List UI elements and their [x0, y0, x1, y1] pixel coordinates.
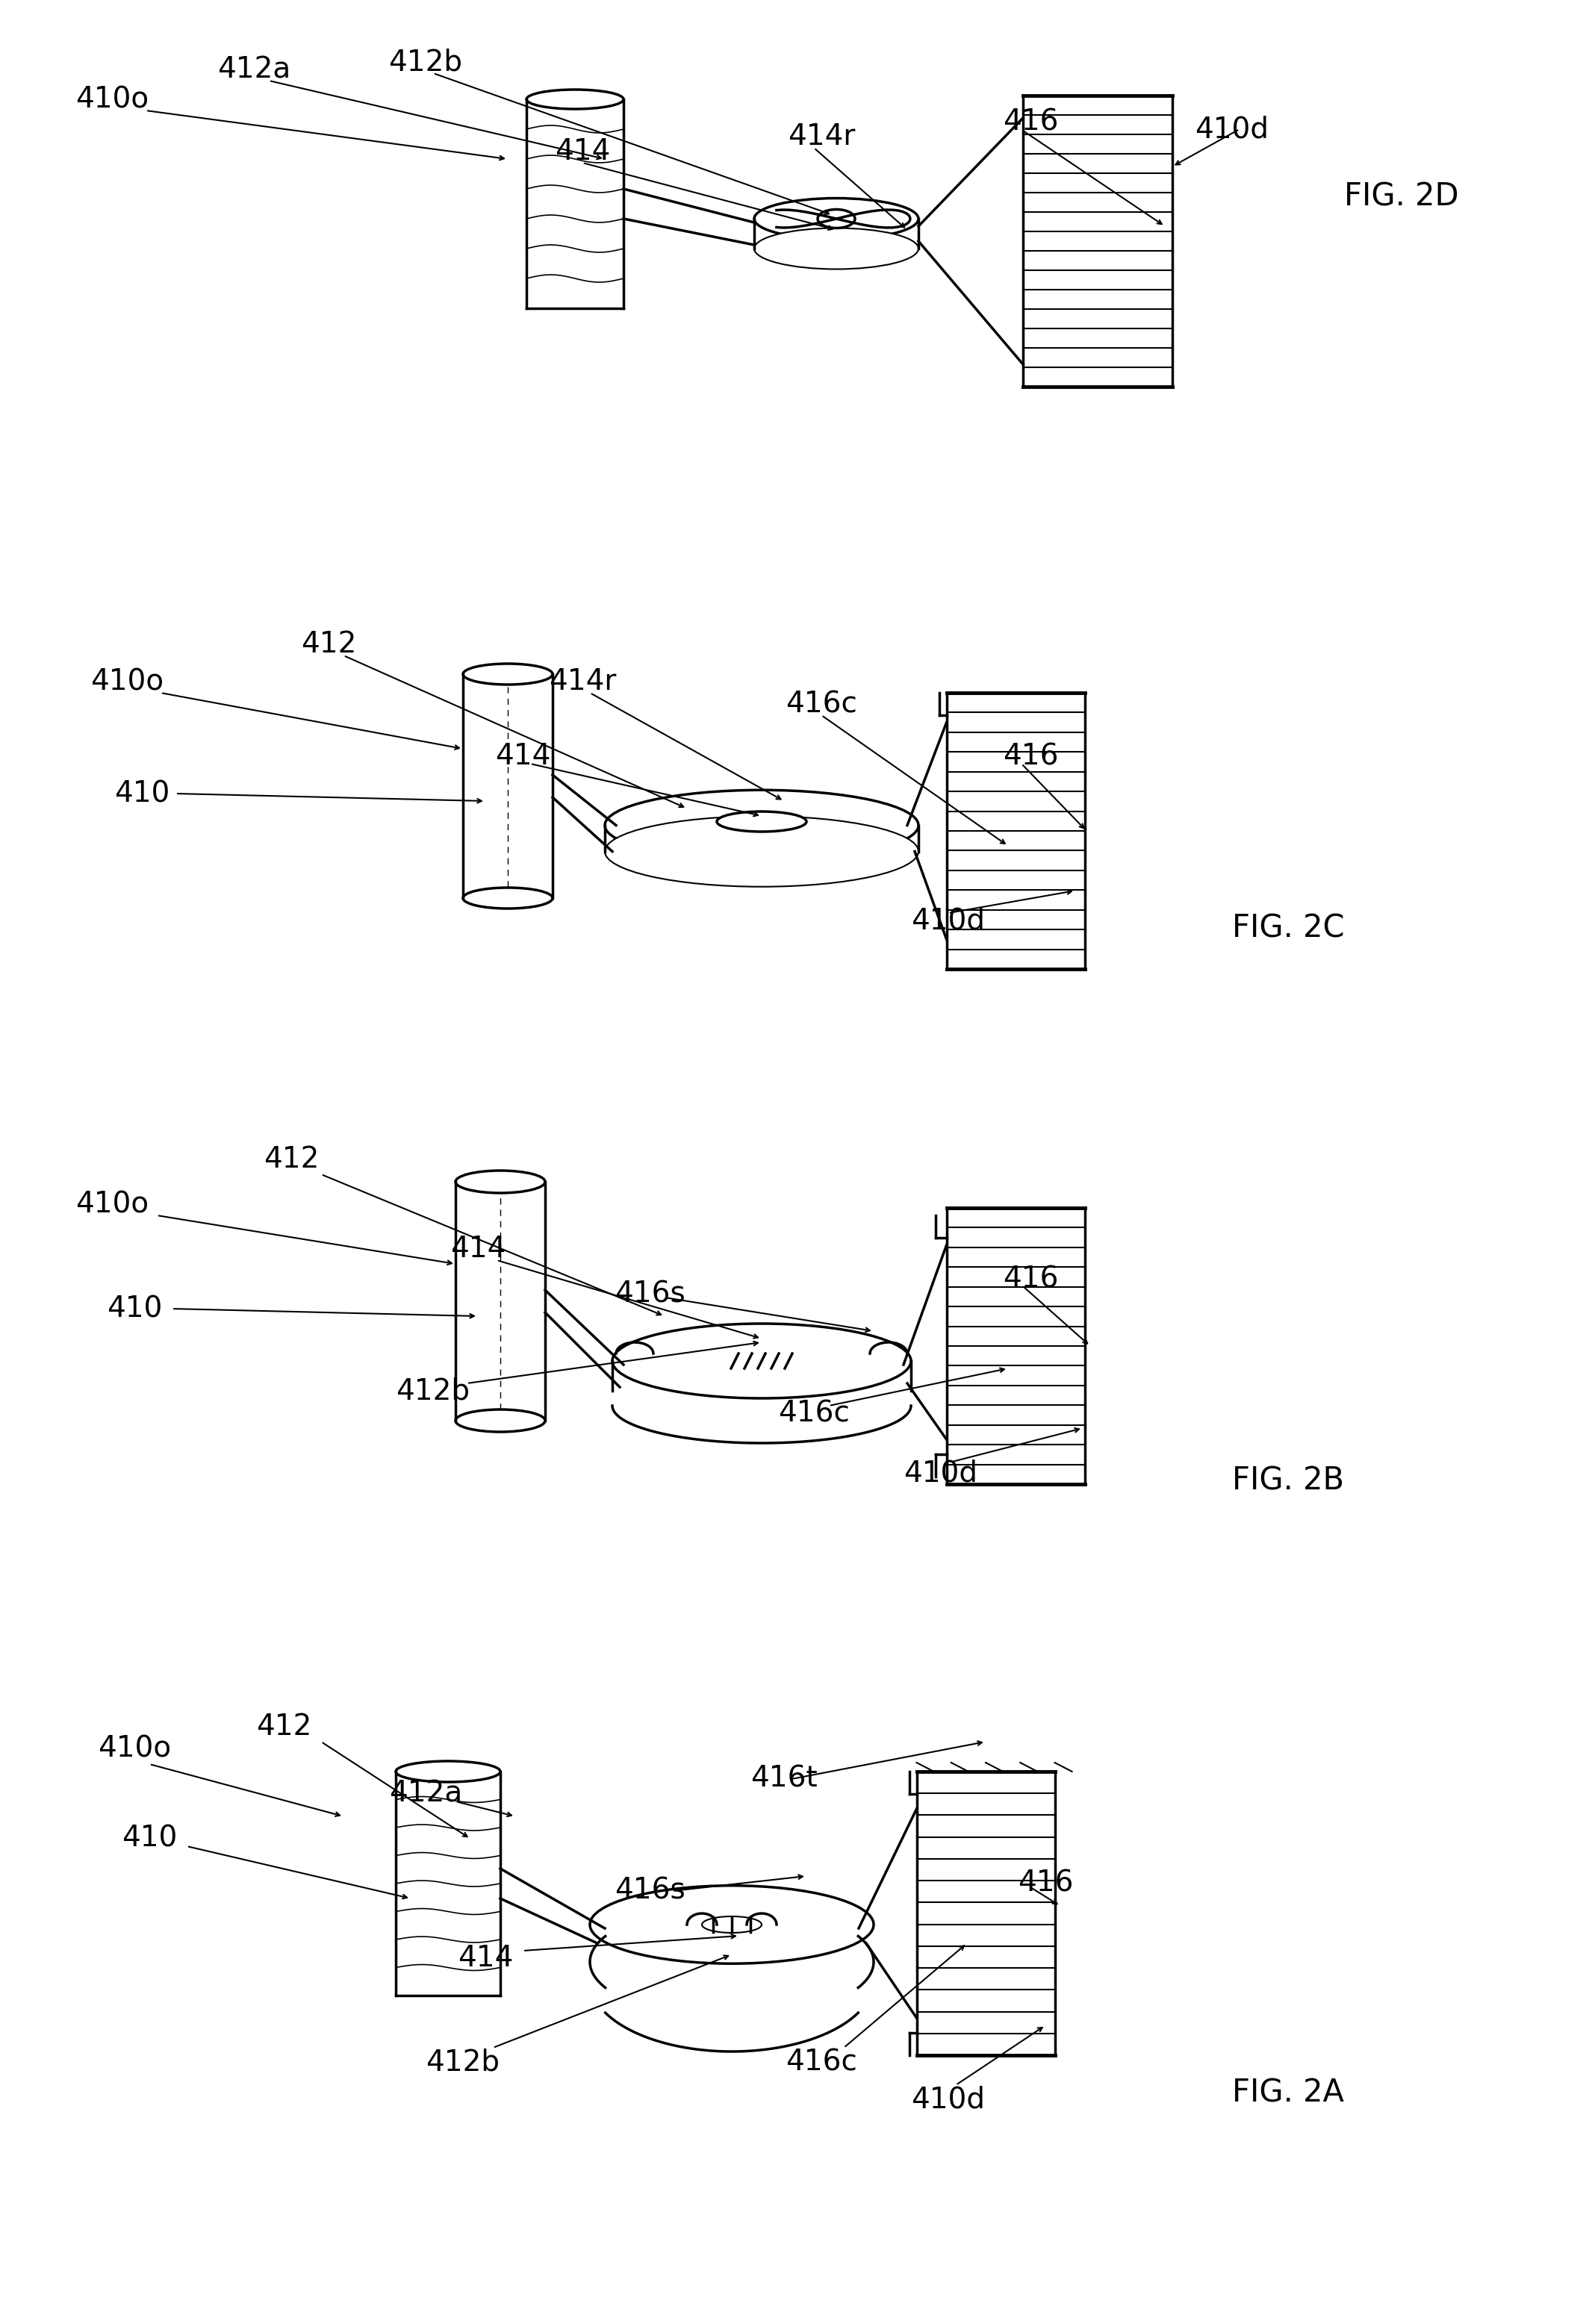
Text: 414r: 414r	[788, 123, 855, 151]
Ellipse shape	[463, 888, 552, 909]
Ellipse shape	[590, 1885, 874, 1964]
Text: 410d: 410d	[912, 906, 985, 934]
Text: 410o: 410o	[76, 1190, 149, 1218]
Text: 410d: 410d	[912, 2087, 985, 2115]
Text: 412: 412	[301, 630, 357, 658]
Text: FIG. 2B: FIG. 2B	[1232, 1464, 1345, 1497]
Text: 416s: 416s	[614, 1281, 685, 1308]
Text: 410d: 410d	[904, 1459, 979, 1487]
Ellipse shape	[604, 816, 918, 888]
Text: 410o: 410o	[76, 86, 149, 114]
Text: FIG. 2C: FIG. 2C	[1232, 913, 1345, 944]
Ellipse shape	[755, 198, 918, 239]
Ellipse shape	[455, 1408, 546, 1432]
Text: 410: 410	[114, 779, 170, 809]
Text: 410o: 410o	[90, 667, 163, 695]
Text: FIG. 2D: FIG. 2D	[1343, 181, 1459, 211]
Text: 410d: 410d	[1196, 114, 1269, 144]
Text: 416: 416	[1002, 107, 1058, 135]
Text: 416t: 416t	[750, 1764, 817, 1794]
Ellipse shape	[818, 209, 855, 228]
Text: 416c: 416c	[785, 2047, 856, 2078]
Ellipse shape	[755, 228, 918, 270]
Text: 410: 410	[106, 1294, 162, 1322]
Ellipse shape	[717, 811, 806, 832]
Text: 416c: 416c	[785, 690, 856, 718]
Text: 412b: 412b	[427, 2047, 500, 2078]
Text: 412a: 412a	[217, 56, 290, 84]
Text: 410o: 410o	[98, 1736, 171, 1764]
Text: 416: 416	[1002, 1264, 1058, 1292]
Text: 416s: 416s	[614, 1878, 685, 1906]
Text: 412: 412	[263, 1146, 319, 1174]
Text: 414r: 414r	[549, 667, 617, 695]
Text: 414: 414	[495, 741, 550, 772]
Ellipse shape	[703, 1917, 761, 1934]
Ellipse shape	[604, 790, 918, 860]
Text: 414: 414	[450, 1234, 506, 1264]
Text: 416: 416	[1018, 1868, 1074, 1899]
Text: FIG. 2A: FIG. 2A	[1232, 2078, 1343, 2108]
Text: 412b: 412b	[396, 1376, 469, 1406]
Text: 412a: 412a	[389, 1780, 462, 1808]
Text: 414: 414	[458, 1943, 514, 1973]
Text: 414: 414	[555, 137, 611, 165]
Text: 410: 410	[122, 1824, 178, 1852]
Text: 412: 412	[255, 1713, 311, 1741]
Text: 416c: 416c	[779, 1399, 850, 1427]
Text: 416: 416	[1002, 741, 1058, 772]
Text: 412b: 412b	[389, 49, 463, 77]
Ellipse shape	[612, 1325, 910, 1399]
